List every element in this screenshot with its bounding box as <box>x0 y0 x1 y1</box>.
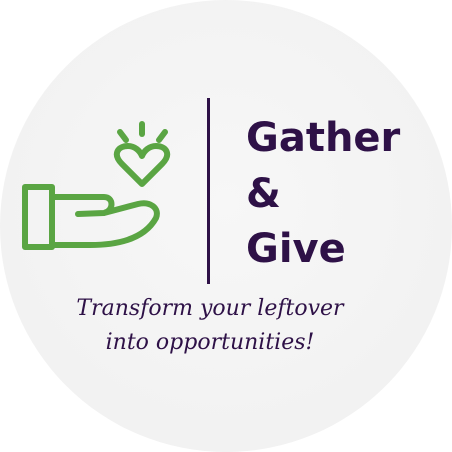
sparkle-ray-right <box>156 129 168 143</box>
sparkle-ray-left <box>117 129 129 143</box>
brand-title-line-3: Give <box>246 226 346 272</box>
hand-cuff <box>22 184 55 250</box>
tagline-line-2: into opportunities! <box>105 330 315 355</box>
brand-title-line-2: & <box>246 171 281 217</box>
vertical-divider <box>207 98 210 284</box>
heart-shape <box>113 143 171 187</box>
hand-outline <box>49 194 160 248</box>
tagline-line-1: Transform your leftover <box>76 296 344 321</box>
brand-title-line-1: Gather <box>246 115 401 161</box>
